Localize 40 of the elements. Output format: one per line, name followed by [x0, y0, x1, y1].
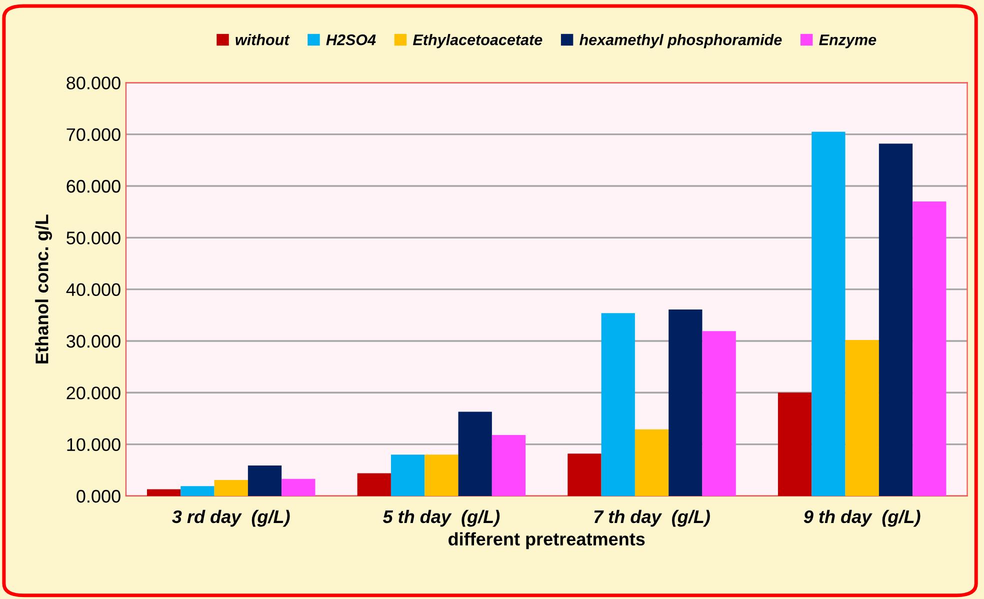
bar	[912, 201, 946, 496]
legend-label: without	[236, 34, 290, 46]
y-axis-title: Ethanol conc. g/L	[35, 214, 52, 364]
bar	[390, 454, 425, 496]
bar	[778, 392, 812, 496]
bar	[878, 144, 913, 496]
bar	[214, 480, 248, 496]
y-tick-label: 60.000	[66, 180, 120, 193]
bar	[568, 454, 602, 496]
x-tick-label: 9 th day (g/L)	[804, 510, 920, 527]
bar	[248, 465, 282, 496]
bar	[601, 313, 635, 496]
y-tick-label: 20.000	[66, 386, 120, 400]
bar	[492, 435, 526, 496]
bar	[634, 429, 669, 496]
y-tick-label: 70.000	[66, 128, 120, 142]
bar	[702, 331, 736, 496]
y-tick-label: 0.000	[76, 490, 120, 503]
bar	[424, 454, 458, 496]
bar	[458, 412, 492, 496]
y-tick-label: 10.000	[67, 438, 120, 452]
legend-label: hexamethyl phosphoramide	[580, 34, 782, 48]
bar	[812, 132, 846, 496]
x-tick-label: 5 th day (g/L)	[382, 510, 500, 527]
legend-label: H2SO4	[326, 34, 376, 46]
y-tick-label: 50.000	[66, 232, 120, 244]
x-axis-title: different pretreatments	[448, 532, 645, 550]
y-tick-label: 40.000	[66, 283, 120, 296]
bar	[357, 473, 391, 496]
bar	[668, 309, 702, 496]
legend-label: Ethylacetoacetate	[412, 34, 542, 48]
x-tick-label: 3 rd day (g/L)	[172, 510, 290, 527]
x-tick-label: 7 th day (g/L)	[594, 510, 710, 527]
legend-label: Enzyme	[819, 34, 876, 48]
bar	[146, 489, 181, 496]
bar	[845, 340, 879, 496]
y-tick-label: 80.000	[66, 76, 120, 90]
bar	[282, 478, 316, 496]
bar	[180, 486, 214, 496]
y-tick-label: 30.000	[66, 334, 120, 348]
